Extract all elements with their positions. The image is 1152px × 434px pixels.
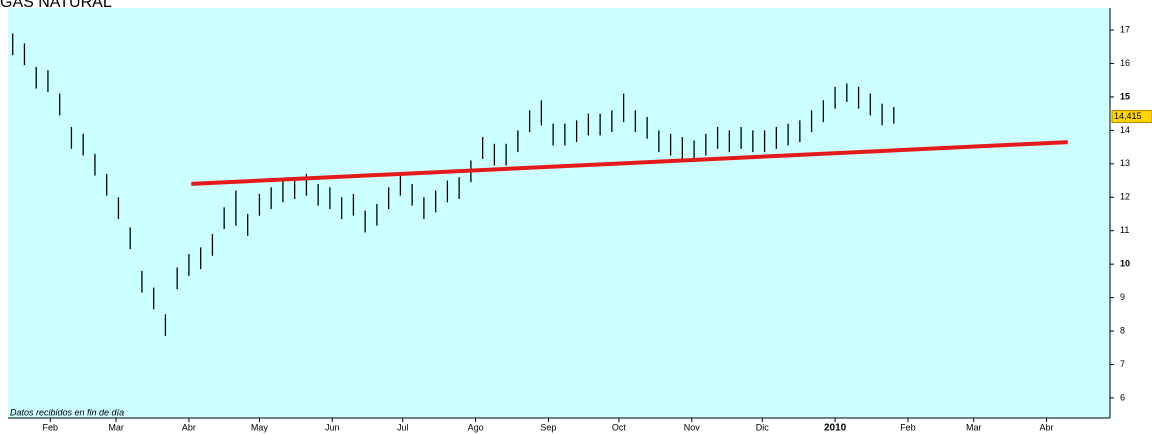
- plot-area: [8, 8, 1110, 418]
- y-tick-label: 10: [1120, 259, 1130, 269]
- y-tick-label: 16: [1120, 58, 1130, 68]
- x-tick-label: Abr: [182, 422, 196, 432]
- x-tick-label: Mar: [966, 422, 982, 432]
- x-tick-label: Feb: [900, 422, 916, 432]
- x-tick-label: 2010: [824, 423, 847, 434]
- x-tick-label: Jun: [325, 422, 340, 432]
- y-tick-label: 6: [1120, 392, 1125, 402]
- x-tick-label: Ago: [468, 422, 484, 432]
- y-tick-label: 15: [1120, 91, 1130, 101]
- y-tick-label: 17: [1120, 24, 1130, 34]
- chart-title: GAS NATURAL: [0, 0, 112, 11]
- y-tick-label: 14: [1120, 125, 1130, 135]
- y-tick-label: 7: [1120, 359, 1125, 369]
- last-price-label: 14,415: [1114, 111, 1142, 121]
- y-tick-label: 8: [1120, 325, 1125, 335]
- trend-line: [191, 140, 1068, 186]
- x-tick-label: Jul: [397, 422, 409, 432]
- y-tick-label: 13: [1120, 158, 1130, 168]
- x-tick-label: Feb: [43, 422, 59, 432]
- last-price-box: [1111, 110, 1152, 124]
- x-tick-label: Mar: [108, 422, 124, 432]
- x-tick-label: Dic: [756, 422, 769, 432]
- footnote: Datos recibidos en fin de día: [10, 407, 124, 417]
- y-tick-label: 11: [1120, 225, 1129, 235]
- x-tick-label: May: [251, 422, 269, 432]
- x-tick-label: Nov: [684, 422, 701, 432]
- y-tick-label: 12: [1120, 192, 1130, 202]
- x-tick-label: Sep: [540, 422, 556, 432]
- x-tick-label: Abr: [1040, 422, 1054, 432]
- x-tick-label: Oct: [612, 422, 627, 432]
- y-tick-label: 9: [1120, 292, 1125, 302]
